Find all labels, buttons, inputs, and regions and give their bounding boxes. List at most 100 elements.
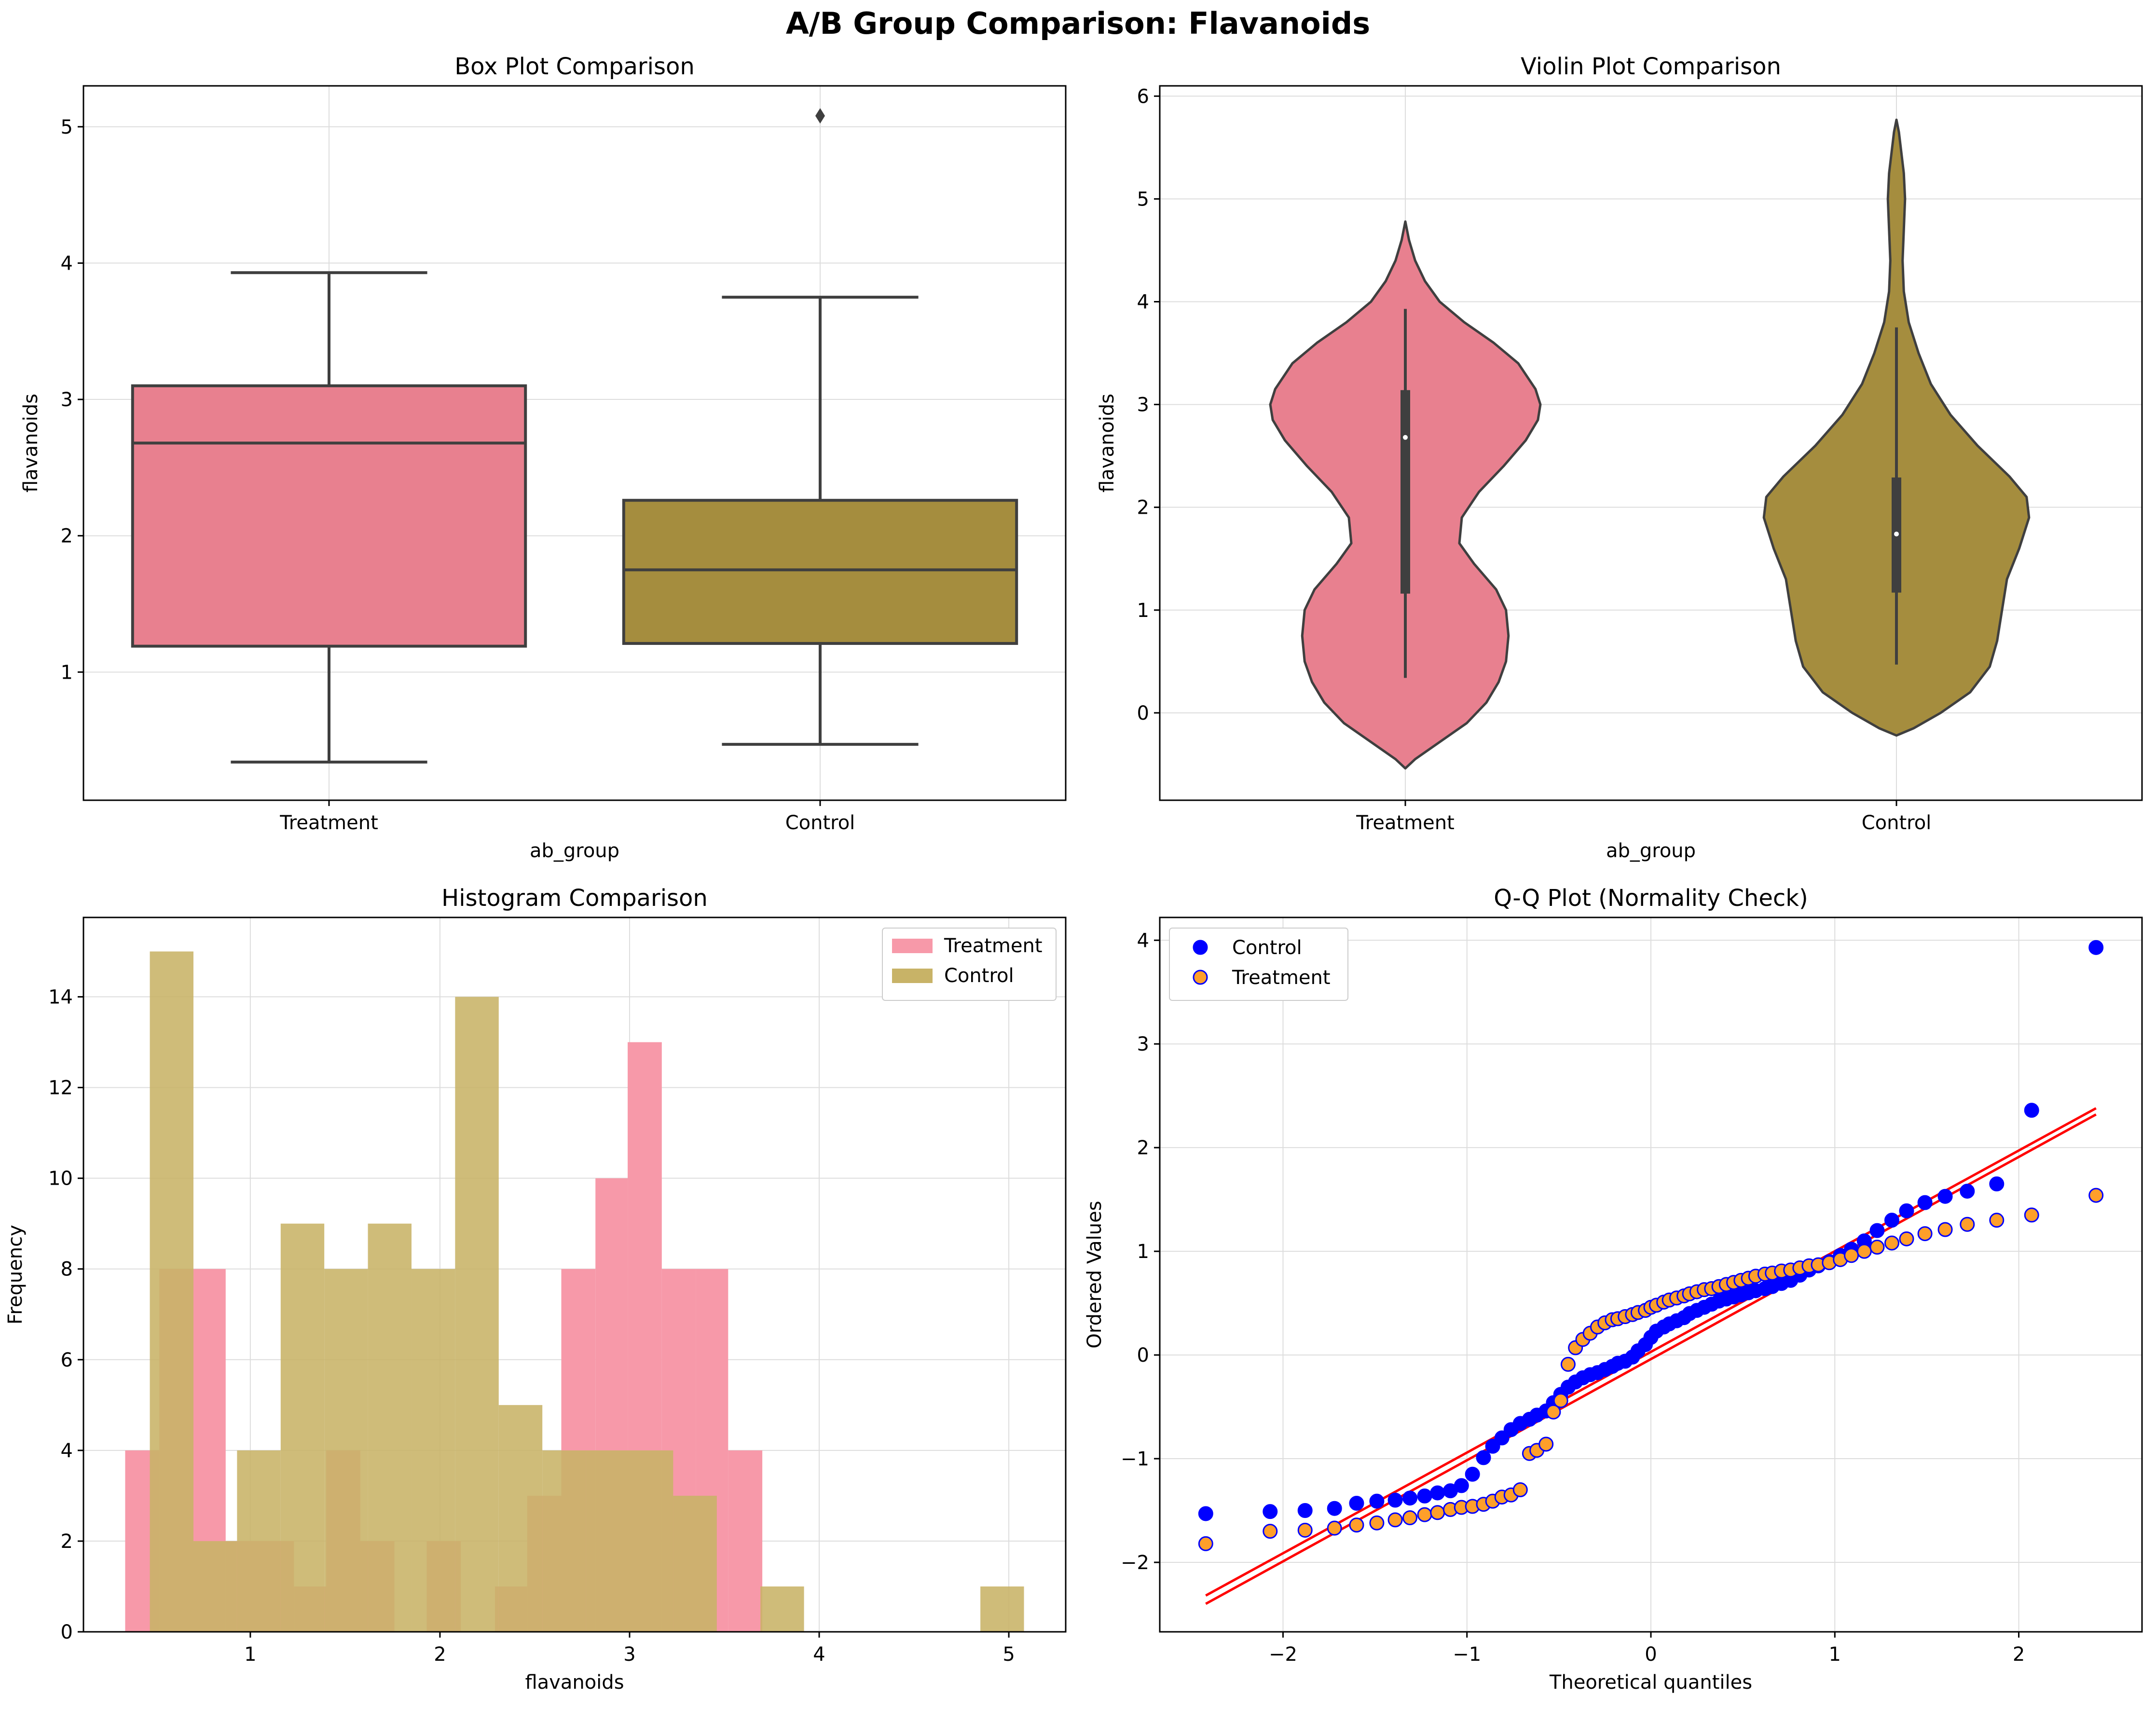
qq-point (1198, 1506, 1213, 1521)
qq-point (1297, 1503, 1313, 1518)
qq-point (1485, 1438, 1500, 1454)
qq-point (1417, 1488, 1432, 1504)
box-body (622, 499, 1018, 645)
qq-point (1387, 1492, 1403, 1508)
x-tick-label: Treatment (1356, 812, 1455, 834)
y-tick-label: −1 (1121, 1448, 1149, 1470)
y-tick-label: 10 (48, 1168, 73, 1190)
qq-point (1869, 1240, 1885, 1255)
y-tick-label: 6 (1137, 85, 1149, 108)
qq-point (1553, 1393, 1568, 1408)
x-tick-label: Control (1862, 812, 1932, 834)
y-tick-label: 8 (61, 1258, 73, 1281)
x-tick-label: Treatment (279, 812, 378, 834)
axes-frame (1159, 85, 2143, 801)
violin-treatment (1269, 220, 1542, 770)
qq-point (1465, 1466, 1480, 1482)
panel-title: Box Plot Comparison (454, 53, 695, 80)
qq-series-control (1198, 940, 2104, 1521)
legend-marker (1193, 970, 1208, 985)
qq-point (1369, 1515, 1385, 1531)
qq-point (1884, 1213, 1899, 1228)
qq-point (1960, 1217, 1975, 1232)
hist-bar (368, 1223, 412, 1632)
x-tick-label: −1 (1453, 1643, 1481, 1666)
qq-point (2088, 1188, 2104, 1203)
box-treatment (131, 271, 527, 764)
violin-control (1762, 118, 2031, 737)
legend-swatch (892, 969, 933, 983)
qq-point (1327, 1520, 1342, 1536)
legend-label: Control (1232, 937, 1302, 959)
axes-frame (82, 85, 1067, 801)
hist-bar (629, 1450, 673, 1632)
y-tick-label: 0 (1137, 702, 1149, 725)
qq-point (2024, 1103, 2039, 1118)
y-tick-label: 5 (1137, 188, 1149, 210)
y-tick-label: 3 (1137, 394, 1149, 416)
qq-point (1297, 1522, 1313, 1538)
y-axis-label: Frequency (4, 1225, 27, 1325)
y-tick-label: 0 (1137, 1344, 1149, 1367)
hist-bar (280, 1223, 325, 1632)
qq-point (1937, 1222, 1953, 1237)
legend: Treatment Control (882, 928, 1057, 1001)
x-tick-label: 2 (434, 1643, 446, 1666)
qq-point (1454, 1478, 1469, 1493)
hist-bar (586, 1450, 630, 1632)
qq-point (1476, 1450, 1491, 1465)
legend-label: Treatment (1232, 967, 1331, 989)
hist-bar (150, 951, 193, 1632)
y-tick-label: 4 (1137, 291, 1149, 313)
y-tick-label: 0 (61, 1621, 73, 1643)
y-tick-label: 12 (48, 1077, 73, 1099)
legend-swatch (892, 939, 933, 953)
y-tick-label: 6 (61, 1349, 73, 1371)
panel-2: Treatment Control 0 1 2 3 4 5 6 Violin Plot Compa… (1096, 53, 2143, 862)
y-tick-label: 5 (61, 116, 73, 138)
y-tick-label: 2 (61, 1531, 73, 1553)
qq-point (1869, 1223, 1885, 1238)
x-axis-label: ab_group (530, 840, 619, 862)
qq-point (1899, 1231, 1914, 1246)
y-axis-label: flavanoids (20, 394, 42, 492)
hist-bar (324, 1269, 368, 1632)
y-tick-label: 14 (48, 986, 73, 1009)
y-tick-label: 1 (61, 661, 73, 684)
qq-point (1960, 1183, 1975, 1199)
hist-bar (455, 997, 499, 1632)
x-tick-label: 3 (623, 1643, 635, 1666)
panel-title: Q-Q Plot (Normality Check) (1494, 885, 1808, 912)
qq-point (1899, 1203, 1914, 1218)
legend-label: Treatment (944, 935, 1043, 957)
x-tick-label: 1 (244, 1643, 256, 1666)
qq-point (1369, 1493, 1385, 1509)
hist-bar (498, 1405, 543, 1632)
x-axis-label: flavanoids (525, 1671, 624, 1694)
hist-bar (237, 1450, 281, 1632)
qq-point (1989, 1213, 2005, 1228)
y-tick-label: 4 (61, 1440, 73, 1462)
violin-median-dot (1894, 532, 1899, 537)
legend-marker (1193, 940, 1208, 955)
qq-point (1327, 1501, 1342, 1516)
panel-title: Histogram Comparison (441, 885, 708, 912)
legend-label: Control (944, 965, 1014, 987)
panel-1: Treatment Control 1 2 3 4 5 Box Plot Comparison… (20, 53, 1067, 862)
qq-point (1387, 1512, 1403, 1528)
y-axis-label: Ordered Values (1084, 1201, 1106, 1348)
qq-point (1884, 1235, 1899, 1251)
x-tick-label: 4 (813, 1643, 825, 1666)
y-tick-label: 2 (61, 525, 73, 547)
axes-frame (82, 916, 1067, 1633)
x-tick-label: Control (785, 812, 855, 834)
qq-point (1402, 1490, 1418, 1506)
qq-point (1198, 1536, 1213, 1551)
box-body (131, 384, 527, 648)
hist-bar (980, 1586, 1024, 1632)
qq-point (1917, 1195, 1933, 1210)
x-tick-label: −2 (1269, 1643, 1297, 1666)
violin-iqr-bar (1401, 390, 1410, 594)
